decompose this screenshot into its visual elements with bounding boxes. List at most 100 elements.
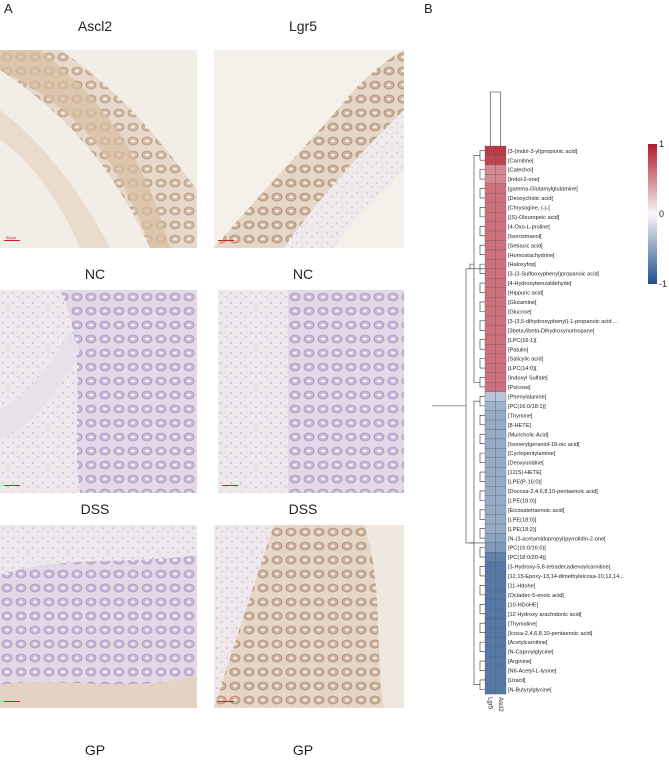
heatmap-row-label: [LPE(18:0)[ xyxy=(508,517,537,523)
heatmap-cell xyxy=(495,523,507,534)
heatmap-cell xyxy=(484,599,496,610)
heatmap-cell xyxy=(484,315,496,326)
heatmap-cell xyxy=(495,278,507,288)
heatmap-row-label: [Indoxyl Sulfate[ xyxy=(508,376,548,382)
heatmap-cell xyxy=(484,665,496,676)
heatmap-cell xyxy=(484,467,496,477)
heatmap-cell xyxy=(495,504,507,515)
heatmap-cell xyxy=(484,372,496,383)
heatmap-row-label: [Sebacic acid[ xyxy=(508,243,543,249)
heatmap-cell xyxy=(484,174,496,184)
heatmap-row-label: [Thymine[ xyxy=(508,413,533,419)
heatmap-row-label: [Muricholic Acid[ xyxy=(508,432,549,438)
heatmap-cell xyxy=(484,325,496,336)
heatmap-cell xyxy=(484,363,496,373)
heatmap-row-label: [Octadec-5-enoic acid[ xyxy=(508,593,564,599)
heatmap-cell xyxy=(484,400,496,411)
heatmap-cell xyxy=(495,230,507,241)
heatmap-cell xyxy=(484,287,496,298)
heatmap-row-label: [Deoxycholic acid[ xyxy=(508,196,554,202)
heatmap-cell xyxy=(495,315,507,326)
heatmap-cell xyxy=(484,627,496,638)
heatmap-row-label: [Chrysogine, (-)-[ xyxy=(508,206,550,212)
heatmap-cell xyxy=(495,183,507,194)
heatmap-row-label: [11-Hdohe[ xyxy=(508,584,536,590)
heatmap-cell xyxy=(495,382,507,392)
heatmap-row-label: [Haloxyfop[ xyxy=(508,262,536,268)
heatmap-cell xyxy=(484,684,496,695)
colorbar xyxy=(648,144,657,284)
heatmap-cell xyxy=(495,145,507,156)
row-dendrogram xyxy=(432,150,485,690)
heatmap-cell xyxy=(484,656,496,666)
row-label-gp-lgr5: GP xyxy=(292,742,314,758)
heatmap-cell xyxy=(484,486,496,496)
row-label-nc-ascl2: NC xyxy=(84,266,106,282)
heatmap-cell xyxy=(495,571,507,581)
micrograph-ascl2-gp xyxy=(0,525,197,708)
heatmap-row-label: [10-HDoHE[ xyxy=(508,602,539,608)
heatmap-cell xyxy=(484,221,496,232)
heatmap-cell xyxy=(495,637,507,648)
heatmap-row-label: [Deoxyuridine[ xyxy=(508,461,544,467)
heatmap-row-label: [Homostachydrine[ xyxy=(508,253,555,259)
heatmap-row-label: [(S)-Oleuropeic acid[ xyxy=(508,215,560,221)
heatmap-row-label: [3-Hydroxy-5,8-tetradecadienoylcarnitine… xyxy=(508,565,611,571)
heatmap-cell xyxy=(484,429,496,440)
heatmap-row-label: [4-Hydroxybenzaldehyde[ xyxy=(508,281,572,287)
colorbar-tick-label: -1 xyxy=(659,279,667,289)
heatmap-row-label: [Arginine[ xyxy=(508,659,532,665)
heatmap-cell xyxy=(495,211,507,222)
heatmap-row-label: [Psicose[ xyxy=(508,385,531,391)
heatmap-row-label: [LPC(16:1)[ xyxy=(508,338,537,344)
heatmap-row-label: [3beta,6beta-Dihydroxynortropane[ xyxy=(508,328,595,334)
heatmap-cell xyxy=(495,627,507,638)
heatmap-row-label: [N-Caproylglycine[ xyxy=(508,650,554,656)
heatmap-cell xyxy=(484,448,496,458)
heatmap-row-label: [Icosa-2,4,6,8,10-pentaenoic acid[ xyxy=(508,631,593,637)
heatmap-cell xyxy=(495,410,507,421)
heatmap-row-label: [LPE(18:2)[ xyxy=(508,527,537,533)
heatmap-row-label: [3-(Indol-3-yl)propionic acid[ xyxy=(508,149,578,155)
heatmap-column-label: Lgr5 xyxy=(486,697,492,710)
heatmap-cell xyxy=(495,325,507,336)
heatmap-cell xyxy=(484,495,496,506)
heatmap-cell xyxy=(495,419,507,430)
heatmap-cell xyxy=(484,637,496,648)
heatmap-cell xyxy=(495,164,507,175)
column-dendrogram xyxy=(489,91,502,146)
heatmap-cell xyxy=(495,297,507,307)
heatmap-cell xyxy=(484,504,496,515)
heatmap-cell xyxy=(484,278,496,288)
heatmap-row-label: [Salicylic acid[ xyxy=(508,357,544,363)
heatmap-cell xyxy=(495,174,507,184)
heatmap-cell xyxy=(484,533,496,544)
panel-letter-a: A xyxy=(4,1,13,16)
heatmap-cell xyxy=(484,618,496,629)
panel-letter-b: B xyxy=(424,1,433,16)
row-label-dss-lgr5: DSS xyxy=(288,501,318,517)
heatmap-cell xyxy=(495,259,507,269)
heatmap-cell xyxy=(484,344,496,355)
heatmap-cell xyxy=(484,457,496,468)
heatmap-row-label: [Isorosmanol[ xyxy=(508,234,542,240)
heatmap-row-label: [PC(16:0/18:1)[ xyxy=(508,404,546,410)
heatmap-row-label: [Uracil[ xyxy=(508,678,526,684)
scalebar-label: 50μm xyxy=(6,235,17,240)
colorbar-tick-label: 0 xyxy=(659,209,664,219)
micrograph-lgr5-gp xyxy=(214,525,404,708)
heatmap-cell xyxy=(484,608,496,619)
heatmap-cell xyxy=(495,580,507,591)
heatmap-cell xyxy=(495,542,507,553)
heatmap-row-label: [12 Hydroxy arachidonic acid[ xyxy=(508,612,582,618)
heatmap-cell xyxy=(484,410,496,421)
heatmap-row-label: [Glucose[ xyxy=(508,309,532,315)
heatmap-cell xyxy=(495,155,507,166)
heatmap-cell xyxy=(495,552,507,562)
column-title-lgr5: Lgr5 xyxy=(288,18,318,34)
heatmap-cell xyxy=(495,533,507,544)
heatmap-cell xyxy=(484,542,496,553)
heatmap-cell xyxy=(495,476,507,487)
heatmap-row-label: [LPE(18:0)[ xyxy=(508,498,537,504)
heatmap-cell xyxy=(495,589,507,600)
